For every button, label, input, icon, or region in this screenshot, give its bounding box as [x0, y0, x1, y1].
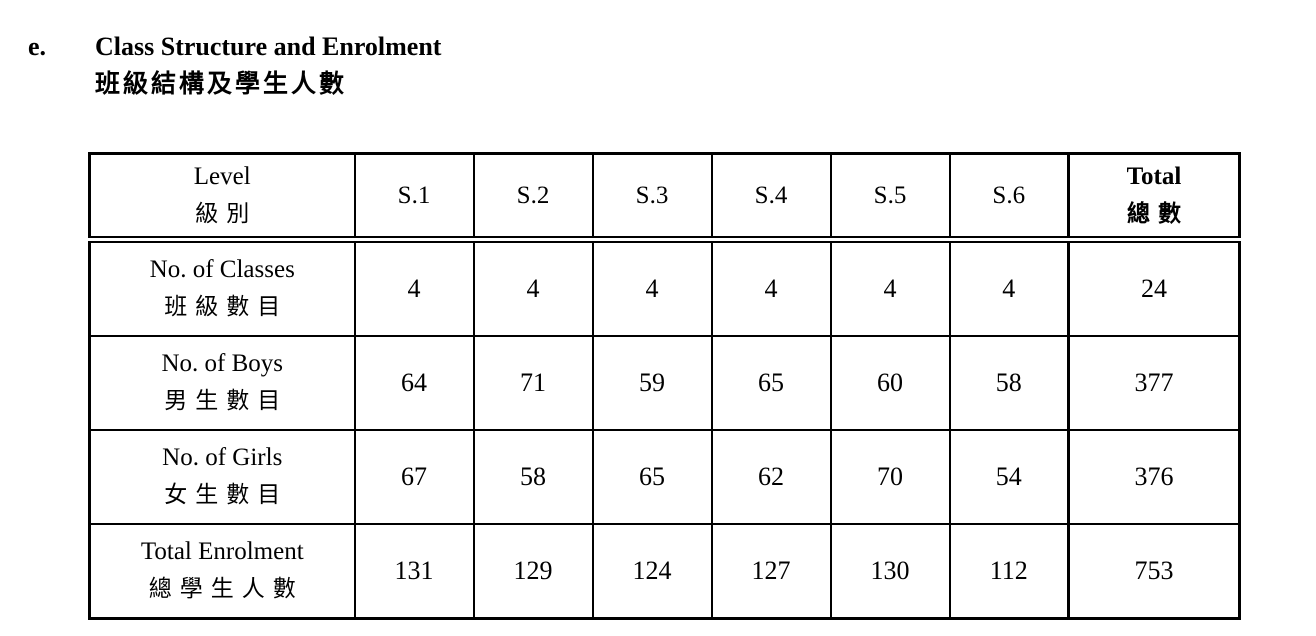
header-level-zh: 級別	[195, 200, 258, 226]
header-col-s2: S.2	[472, 152, 594, 243]
cell-boys-s1: 64	[353, 335, 475, 431]
cell-boys-s2: 71	[472, 335, 594, 431]
cell-classes-total: 24	[1067, 238, 1241, 337]
header-col-s1: S.1	[353, 152, 475, 243]
cell-enrolment-s1: 131	[353, 523, 475, 620]
cell-girls-s2: 58	[472, 429, 594, 525]
section-title-chinese: 班級結構及學生人數	[95, 71, 348, 98]
cell-girls-total: 376	[1067, 429, 1241, 525]
row-label-zh: 班級數目	[164, 294, 289, 319]
header-total-zh: 總數	[1127, 200, 1189, 226]
header-col-s4: S.4	[710, 152, 832, 243]
cell-girls-s1: 67	[353, 429, 475, 525]
cell-classes-s2: 4	[472, 238, 594, 337]
cell-girls-s6: 54	[948, 429, 1070, 525]
cell-girls-s3: 65	[591, 429, 713, 525]
header-col-s3: S.3	[591, 152, 713, 243]
section-title-english: Class Structure and Enrolment	[95, 32, 442, 61]
cell-enrolment-s2: 129	[472, 523, 594, 620]
table-header-row: Level 級別 S.1 S.2 S.3 S.4 S.5 S.6 Total 總…	[88, 152, 1241, 243]
row-label-cell: Total Enrolment 總學生人數	[88, 523, 356, 620]
header-total-en: Total	[1126, 162, 1182, 190]
table-row-classes: No. of Classes 班級數目 4 4 4 4 4 4 24	[88, 238, 1241, 337]
row-label-cell: No. of Classes 班級數目	[88, 238, 356, 337]
cell-boys-s6: 58	[948, 335, 1070, 431]
row-label-en: No. of Boys	[161, 350, 284, 377]
header-total-cell: Total 總數	[1067, 152, 1241, 243]
header-level-en: Level	[193, 162, 251, 190]
section-titles: Class Structure and Enrolment 班級結構及學生人數	[95, 30, 441, 106]
row-label-en: No. of Classes	[149, 256, 295, 283]
cell-boys-s5: 60	[829, 335, 951, 431]
cell-enrolment-s3: 124	[591, 523, 713, 620]
cell-girls-s5: 70	[829, 429, 951, 525]
cell-classes-s1: 4	[353, 238, 475, 337]
cell-boys-s4: 65	[710, 335, 832, 431]
table-row-girls: No. of Girls 女生數目 67 58 65 62 70 54 376	[88, 429, 1241, 525]
section-heading: e. Class Structure and Enrolment 班級結構及學生…	[28, 30, 1316, 106]
document-page: e. Class Structure and Enrolment 班級結構及學生…	[0, 30, 1316, 636]
table-row-total-enrolment: Total Enrolment 總學生人數 131 129 124 127 13…	[88, 523, 1241, 620]
row-label-en: No. of Girls	[162, 444, 283, 471]
cell-girls-s4: 62	[710, 429, 832, 525]
row-label-zh: 總學生人數	[148, 576, 304, 601]
header-col-s5: S.5	[829, 152, 951, 243]
section-label: e.	[28, 32, 47, 61]
row-label-zh: 男生數目	[164, 388, 289, 413]
cell-classes-s4: 4	[710, 238, 832, 337]
row-label-zh: 女生數目	[164, 482, 289, 507]
table-row-boys: No. of Boys 男生數目 64 71 59 65 60 58 377	[88, 335, 1241, 431]
header-col-s6: S.6	[948, 152, 1070, 243]
row-label-cell: No. of Boys 男生數目	[88, 335, 356, 431]
cell-classes-s3: 4	[591, 238, 713, 337]
row-label-cell: No. of Girls 女生數目	[88, 429, 356, 525]
cell-boys-s3: 59	[591, 335, 713, 431]
cell-classes-s6: 4	[948, 238, 1070, 337]
row-label-en: Total Enrolment	[140, 538, 304, 565]
cell-enrolment-s6: 112	[948, 523, 1070, 620]
cell-enrolment-total: 753	[1067, 523, 1241, 620]
cell-classes-s5: 4	[829, 238, 951, 337]
cell-enrolment-s5: 130	[829, 523, 951, 620]
header-level-cell: Level 級別	[88, 152, 356, 243]
cell-enrolment-s4: 127	[710, 523, 832, 620]
cell-boys-total: 377	[1067, 335, 1241, 431]
enrolment-table: Level 級別 S.1 S.2 S.3 S.4 S.5 S.6 Total 總…	[88, 152, 1241, 620]
